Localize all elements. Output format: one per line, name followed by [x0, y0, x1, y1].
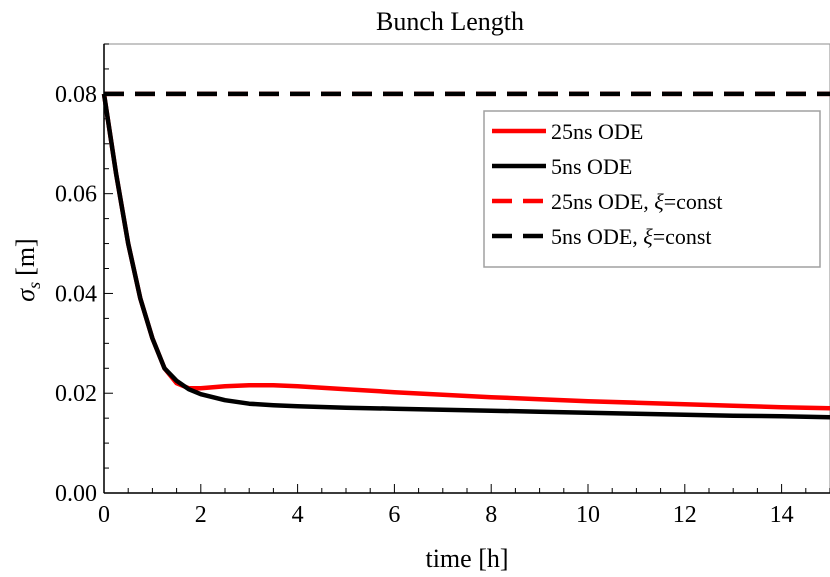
y-tick-label: 0.08 — [55, 82, 97, 108]
series-line-2 — [101, 93, 830, 420]
chart-title: Bunch Length — [376, 7, 524, 36]
x-tick-label: 6 — [388, 502, 400, 528]
y-axis-title: σs [m] — [11, 238, 44, 301]
y-tick-label: 0.04 — [55, 281, 97, 307]
legend-label-1: 25ns ODE — [551, 119, 643, 144]
x-axis-title: time [h] — [425, 544, 508, 573]
x-tick-label: 8 — [485, 502, 497, 528]
y-tick-label: 0.06 — [55, 182, 97, 208]
y-axis-symbol: σ — [11, 288, 40, 302]
legend-label-2: 5ns ODE — [551, 154, 632, 179]
y-axis-subscript: s — [24, 282, 44, 289]
y-tick-label: 0.02 — [55, 381, 97, 407]
axes-layer: 0 2 4 6 8 10 12 14 0.00 0.02 0.04 0.06 0.08 — [55, 43, 830, 528]
x-tick-label: 4 — [292, 502, 304, 528]
x-tick-label: 14 — [770, 502, 794, 528]
legend-label-3: 25ns ODE, ξ=const — [551, 189, 723, 214]
legend-box — [483, 110, 821, 268]
x-tick-label: 2 — [195, 502, 207, 528]
y-tick-label: 0.00 — [55, 481, 97, 507]
legend: 25ns ODE 5ns ODE 25ns ODE, ξ=const 5ns ODE,… — [483, 110, 821, 268]
x-tick-label: 12 — [673, 502, 697, 528]
series-layer — [101, 91, 830, 420]
y-axis-unit: [m] — [11, 238, 40, 276]
x-tick-label: 10 — [576, 502, 600, 528]
x-tick-label: 0 — [98, 502, 110, 528]
legend-label-4: 5ns ODE, ξ=const — [551, 224, 712, 249]
